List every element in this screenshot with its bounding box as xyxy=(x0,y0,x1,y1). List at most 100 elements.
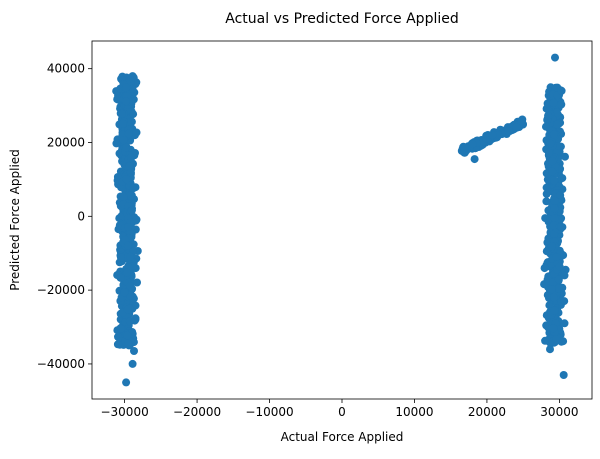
scatter-point xyxy=(133,278,141,287)
scatter-point xyxy=(554,275,563,284)
x-tick-label: 30000 xyxy=(540,405,578,419)
y-tick-label: 0 xyxy=(77,209,85,223)
scatter-point xyxy=(542,189,551,198)
scatter-point xyxy=(551,53,559,62)
scatter-point xyxy=(120,288,129,297)
scatter-point xyxy=(122,378,131,387)
scatter-point xyxy=(549,99,558,108)
y-tick-label: −20000 xyxy=(37,283,85,297)
plot-frame xyxy=(91,40,593,400)
scatter-point xyxy=(548,278,557,287)
scatter-point xyxy=(460,143,469,152)
scatter-point xyxy=(128,359,137,368)
scatter-point xyxy=(126,191,135,200)
scatter-point xyxy=(124,223,133,231)
scatter-point xyxy=(548,167,557,176)
x-tick-label: −10000 xyxy=(245,405,293,419)
scatter-point xyxy=(557,100,566,109)
scatter-point xyxy=(546,345,554,354)
y-axis-ticks: −40000 −20000 0 20000 40000 xyxy=(37,62,92,371)
scatter-point xyxy=(122,83,131,92)
scatter-point xyxy=(122,143,131,152)
scatter-point xyxy=(124,129,133,138)
x-axis-ticks: −30000 −20000 −10000 0 10000 20000 30000 xyxy=(100,399,578,419)
scatter-point xyxy=(546,139,555,148)
scatter-point xyxy=(560,319,569,328)
y-tick-label: 20000 xyxy=(47,135,85,149)
scatter-point xyxy=(550,204,559,213)
scatter-point xyxy=(550,214,559,223)
scatter-point xyxy=(125,162,134,170)
scatter-point xyxy=(512,123,521,131)
scatter-point xyxy=(555,246,564,255)
data-points xyxy=(112,53,570,387)
scatter-point xyxy=(123,331,132,340)
scatter-point xyxy=(544,111,553,120)
scatter-point xyxy=(549,324,558,333)
x-axis-label: Actual Force Applied xyxy=(281,430,404,444)
scatter-point xyxy=(112,139,121,148)
scatter-point xyxy=(113,340,122,349)
scatter-point xyxy=(547,242,556,251)
scatter-point xyxy=(117,109,126,118)
scatter-point xyxy=(126,282,135,291)
scatter-point xyxy=(517,117,526,126)
scatter-point xyxy=(540,264,549,273)
scatter-point xyxy=(468,140,477,149)
y-tick-label: −40000 xyxy=(37,357,85,371)
y-axis-label: Predicted Force Applied xyxy=(8,149,22,291)
scatter-point xyxy=(553,120,562,129)
scatter-point xyxy=(129,184,138,193)
scatter-point xyxy=(116,324,125,333)
scatter-point xyxy=(560,271,569,280)
scatter-point xyxy=(550,196,559,205)
scatter-point xyxy=(132,128,141,137)
scatter-point xyxy=(555,262,564,271)
scatter-point xyxy=(550,176,559,185)
scatter-point xyxy=(126,252,135,261)
scatter-point xyxy=(557,86,566,95)
x-tick-label: 20000 xyxy=(468,405,506,419)
scatter-point xyxy=(118,119,127,128)
x-tick-label: 0 xyxy=(338,405,346,419)
scatter-point xyxy=(127,206,136,215)
scatter-point xyxy=(550,293,558,302)
scatter-point xyxy=(127,153,135,162)
scatter-point xyxy=(130,347,138,355)
scatter-point xyxy=(116,273,125,282)
scatter-point xyxy=(129,110,138,119)
scatter-point xyxy=(128,84,137,93)
scatter-point xyxy=(552,253,561,261)
scatter-point xyxy=(554,142,563,150)
scatter-point xyxy=(123,305,132,314)
chart-title: Actual vs Predicted Force Applied xyxy=(225,11,458,27)
scatter-point xyxy=(561,152,569,161)
scatter-point xyxy=(481,134,490,143)
scatter-point xyxy=(543,99,552,108)
scatter-point xyxy=(131,314,140,323)
y-tick-label: 40000 xyxy=(47,62,85,76)
x-tick-label: −20000 xyxy=(173,405,221,419)
scatter-point xyxy=(119,136,128,145)
scatter-point xyxy=(547,285,556,294)
scatter-point xyxy=(121,97,130,106)
scatter-point xyxy=(488,131,497,139)
scatter-point xyxy=(560,297,569,306)
scatter-point xyxy=(558,174,567,183)
scatter-point xyxy=(557,222,566,231)
scatter-point xyxy=(470,155,479,164)
scatter-point xyxy=(542,122,550,131)
scatter-point xyxy=(494,131,503,140)
scatter-point xyxy=(554,284,563,293)
scatter-point xyxy=(119,192,128,201)
scatter-point xyxy=(548,157,557,166)
scatter-point xyxy=(549,130,558,139)
scatter-point xyxy=(549,221,558,230)
scatter-point xyxy=(122,268,131,277)
scatter-point xyxy=(544,148,553,157)
scatter-point xyxy=(116,253,125,262)
scatter-point xyxy=(124,339,132,348)
x-tick-label: −30000 xyxy=(100,405,148,419)
